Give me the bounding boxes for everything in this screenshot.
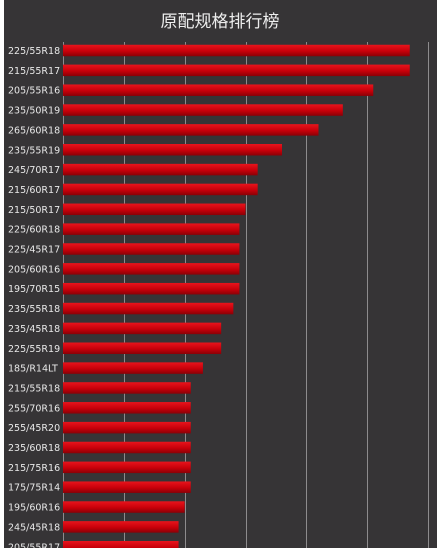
bar-225/55R19 xyxy=(63,342,222,354)
bar-235/55R19 xyxy=(63,144,282,156)
category-labels: 225/55R18 215/55R17 205/55R16 235/50R19 265/… xyxy=(8,46,60,548)
bar-chart: 原配规格排行榜 225/55R18 215/55R17 205/55R16 235/5… xyxy=(8,12,429,548)
category-label-235/55R18: 235/55R18 xyxy=(8,304,60,315)
category-label-205/60R16: 205/60R16 xyxy=(8,264,60,275)
category-label-215/55R18: 215/55R18 xyxy=(8,383,60,394)
bar-195/70R15 xyxy=(63,282,240,295)
bar-245/45R18 xyxy=(63,521,179,533)
bar-255/70R16 xyxy=(63,402,191,414)
bar-205/60R16 xyxy=(63,263,240,275)
category-label-235/55R19: 235/55R19 xyxy=(8,145,60,156)
bar-225/60R18 xyxy=(63,223,240,235)
category-label-235/45R18: 235/45R18 xyxy=(8,324,60,335)
bar-215/55R18 xyxy=(63,382,191,394)
bar-225/45R17 xyxy=(63,243,240,255)
category-label-185/R14LT: 185/R14LT xyxy=(8,364,58,375)
category-label-225/45R17: 225/45R17 xyxy=(8,245,60,256)
bar-235/55R18 xyxy=(63,302,234,315)
bar-245/70R17 xyxy=(63,163,258,176)
category-label-195/70R15: 195/70R15 xyxy=(8,284,60,295)
bar-205/55R17 xyxy=(63,541,179,548)
category-label-255/45R20: 255/45R20 xyxy=(8,423,60,434)
bar-195/60R16 xyxy=(63,501,185,513)
bar-215/55R17 xyxy=(63,64,410,77)
bar-255/45R20 xyxy=(63,421,191,434)
category-label-235/50R19: 235/50R19 xyxy=(8,106,60,117)
category-label-215/55R17: 215/55R17 xyxy=(8,66,60,77)
bars xyxy=(63,44,410,548)
category-label-215/60R17: 215/60R17 xyxy=(8,185,60,196)
chart-panel: 原配规格排行榜 225/55R18 215/55R17 205/55R16 235/5… xyxy=(4,0,437,548)
bar-215/60R17 xyxy=(63,183,258,196)
bar-185/R14LT xyxy=(63,362,203,374)
chart-title: 原配规格排行榜 xyxy=(161,12,280,32)
category-label-195/60R16: 195/60R16 xyxy=(8,503,60,514)
bar-205/55R16 xyxy=(63,84,374,96)
category-label-175/75R14: 175/75R14 xyxy=(8,483,60,494)
category-label-225/60R18: 225/60R18 xyxy=(8,225,60,236)
bar-235/50R19 xyxy=(63,104,343,116)
bar-215/50R17 xyxy=(63,203,246,216)
category-label-215/75R16: 215/75R16 xyxy=(8,463,60,474)
category-label-255/70R16: 255/70R16 xyxy=(8,403,60,414)
bar-175/75R14 xyxy=(63,481,191,493)
category-label-205/55R17: 205/55R17 xyxy=(8,542,60,548)
bar-235/60R18 xyxy=(63,441,191,454)
category-label-225/55R18: 225/55R18 xyxy=(8,46,60,57)
category-label-235/60R18: 235/60R18 xyxy=(8,443,60,454)
bar-265/60R18 xyxy=(63,124,319,136)
category-label-205/55R16: 205/55R16 xyxy=(8,86,60,97)
category-label-225/55R19: 225/55R19 xyxy=(8,344,60,355)
bar-225/55R18 xyxy=(63,44,410,57)
bar-235/45R18 xyxy=(63,322,222,335)
category-label-265/60R18: 265/60R18 xyxy=(8,125,60,136)
category-label-215/50R17: 215/50R17 xyxy=(8,205,60,216)
category-label-245/45R18: 245/45R18 xyxy=(8,522,60,533)
category-label-245/70R17: 245/70R17 xyxy=(8,165,60,176)
bar-215/75R16 xyxy=(63,461,191,474)
